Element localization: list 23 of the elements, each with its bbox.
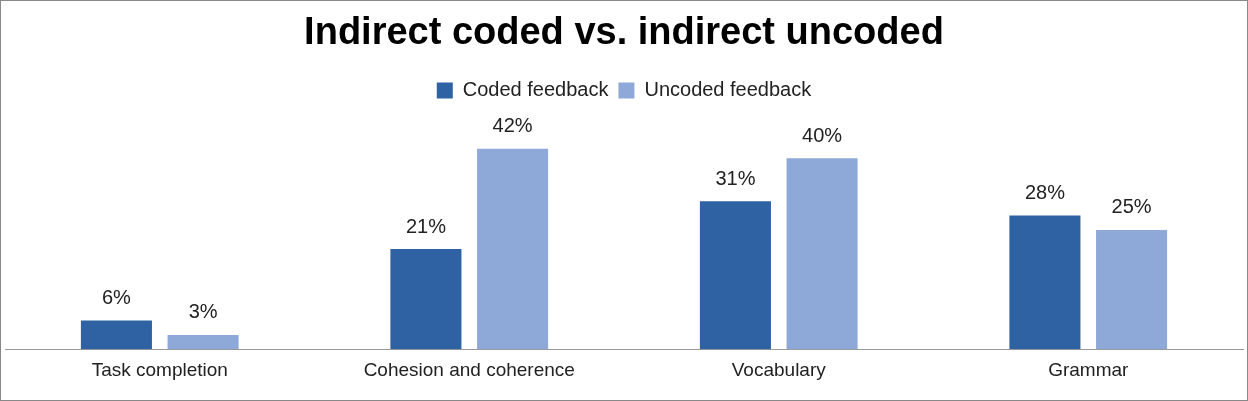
bar xyxy=(699,201,771,350)
x-tick-label: Cohesion and coherence xyxy=(363,358,575,380)
bar xyxy=(477,148,549,350)
legend-label: Uncoded feedback xyxy=(644,78,813,101)
bar xyxy=(390,248,462,350)
x-tick-label: Task completion xyxy=(91,358,228,380)
data-label: 25% xyxy=(1111,195,1152,218)
bar xyxy=(786,158,858,350)
chart-title: Indirect coded vs. indirect uncoded xyxy=(304,10,944,53)
x-tick-label: Vocabulary xyxy=(731,358,827,380)
data-label: 40% xyxy=(802,123,843,146)
data-label: 21% xyxy=(405,214,447,237)
legend-label: Coded feedback xyxy=(462,78,610,101)
data-label: 31% xyxy=(715,166,756,189)
data-label: 42% xyxy=(492,114,533,137)
bar xyxy=(1096,229,1168,350)
data-label: 6% xyxy=(101,286,132,309)
bar xyxy=(167,334,239,350)
data-label: 28% xyxy=(1024,181,1066,204)
x-tick-label: Grammar xyxy=(1048,358,1130,380)
bar xyxy=(1009,215,1081,350)
data-label: 3% xyxy=(188,300,218,323)
bar xyxy=(80,320,152,350)
